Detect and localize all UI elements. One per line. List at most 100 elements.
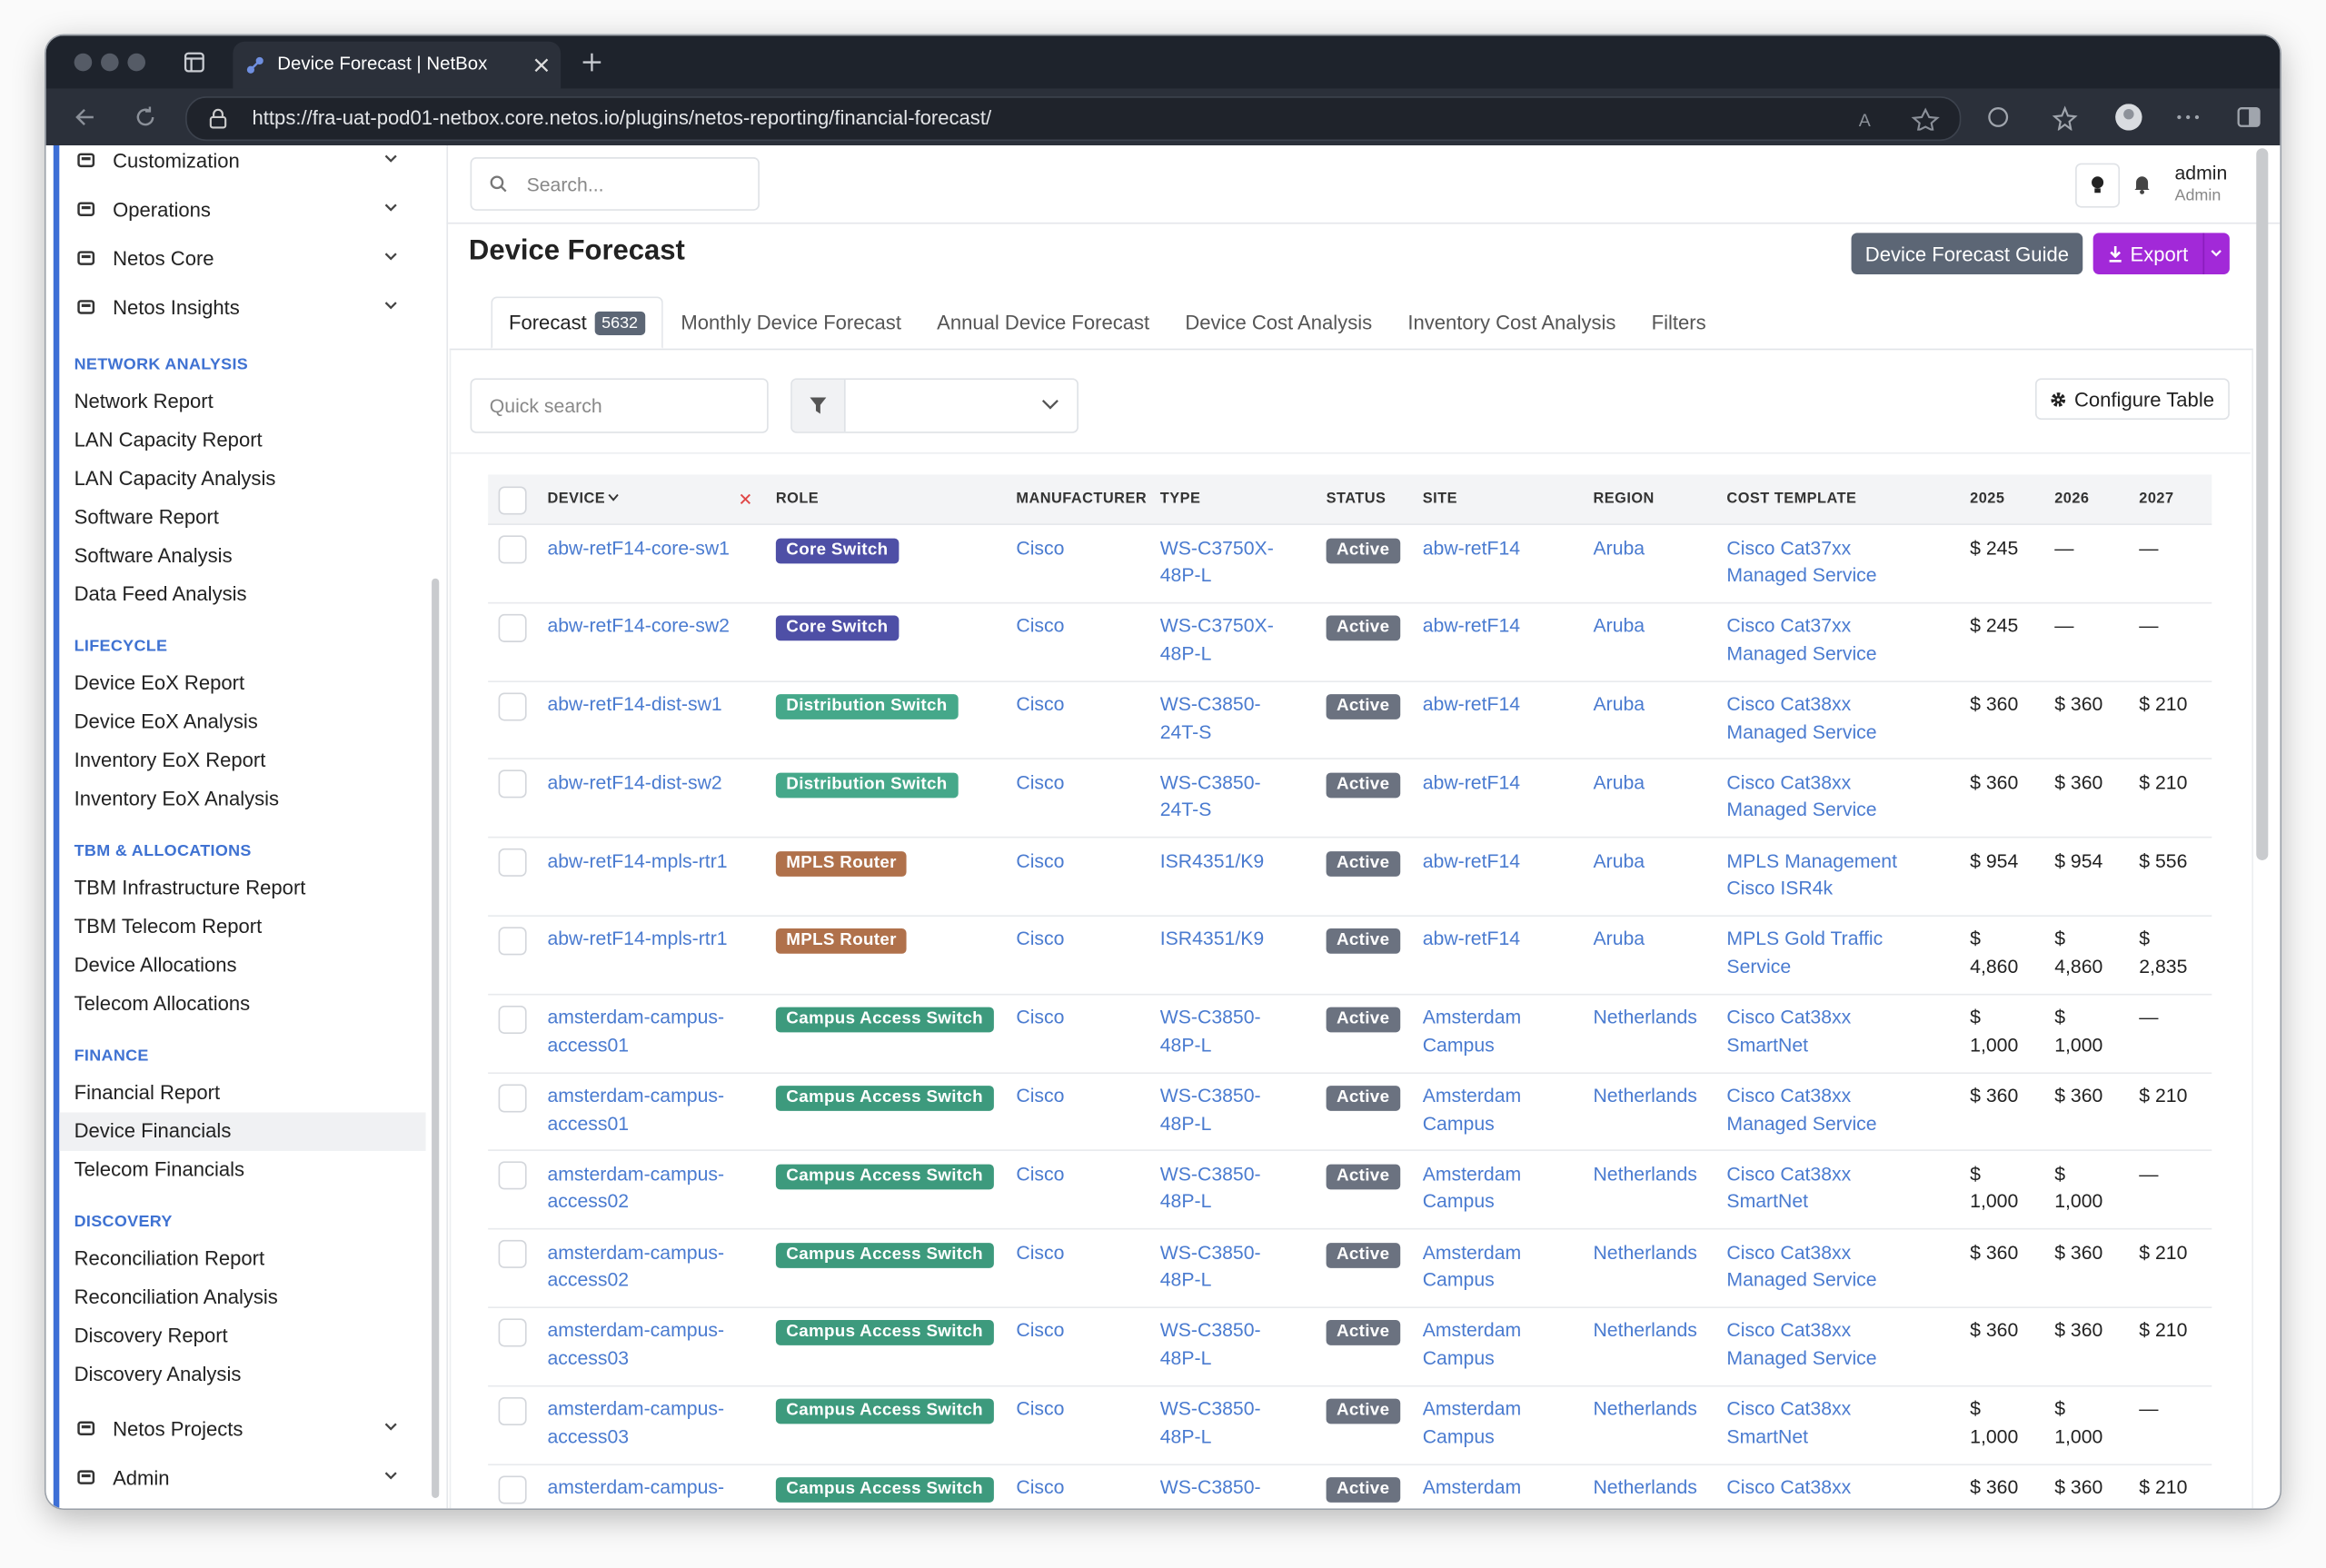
cell-link[interactable]: abw-retF14-dist-sw2 [547,770,722,794]
global-search[interactable]: Search... [470,157,760,211]
sidebar-link[interactable]: Financial Report [74,1080,221,1103]
tab-actions-icon[interactable] [184,52,204,73]
row-checkbox[interactable] [498,1240,527,1269]
column-header[interactable]: 2027 [2139,474,2173,523]
cell-link[interactable]: Cisco [1016,928,1065,950]
cell-link[interactable]: WS-C3850-48P-L [1159,1006,1261,1057]
cell-link[interactable]: Cisco [1016,849,1065,872]
cell-link[interactable]: Amsterdam Campus [1422,1240,1522,1291]
cell-link[interactable]: Amsterdam [1422,1475,1522,1499]
tab[interactable]: Forecast 5632 [491,296,663,349]
cell-link[interactable]: Aruba [1593,770,1645,794]
tab[interactable]: Inventory Cost Analysis [1390,297,1634,349]
sidebar-link[interactable]: Data Feed Analysis [74,581,247,605]
cell-link[interactable]: Cisco [1016,1240,1065,1264]
sidebar-link[interactable]: Device EoX Analysis [74,710,258,732]
sidebar-link[interactable]: TBM Infrastructure Report [74,876,306,898]
cell-link[interactable]: Cisco [1016,1084,1065,1107]
cell-link[interactable]: MPLS Gold Traffic Service [1726,928,1884,978]
filter-select[interactable] [790,378,1079,433]
row-checkbox[interactable] [498,849,527,878]
configure-table[interactable]: Configure Table [2035,378,2230,421]
cell-link[interactable]: abw-retF14-mpls-rtr1 [547,849,728,872]
row-checkbox[interactable] [498,1083,527,1112]
sidebar-link[interactable]: Device EoX Report [74,670,245,694]
column-header[interactable]: DEVICE [547,474,619,523]
cell-link[interactable]: Cisco Cat37xx Managed Service [1726,536,1877,586]
cell-link[interactable]: Cisco Cat37xx Managed Service [1726,614,1877,665]
sidebar-group[interactable]: Netos Core [59,233,432,283]
cell-link[interactable]: Cisco Cat38xx Managed Service [1726,770,1877,821]
export-button[interactable]: Export [2092,233,2230,275]
new-tab[interactable] [582,52,602,73]
sidebar-link[interactable]: Telecom Allocations [74,991,251,1014]
column-header[interactable]: STATUS [1327,474,1387,523]
sidebar-link[interactable]: Telecom Financials [74,1157,245,1180]
cell-link[interactable]: Netherlands [1593,1319,1697,1342]
cell-link[interactable]: Cisco [1016,692,1065,716]
cell-link[interactable]: Cisco Cat38xx SmartNet [1726,1006,1852,1057]
row-checkbox[interactable] [498,613,527,642]
row-checkbox[interactable] [498,1318,527,1347]
cell-link[interactable]: Cisco [1016,1162,1065,1186]
cell-link[interactable]: WS-C3850-48P-L [1159,1240,1261,1291]
sidebar-link[interactable]: Device Allocations [74,952,237,976]
cell-link[interactable]: amsterdam-campus-access03 [547,1319,725,1369]
browser-toolbar-icons[interactable] [1986,104,2268,131]
sidebar-link[interactable]: Device Financials [59,1111,426,1151]
cell-link[interactable]: Amsterdam Campus [1422,1084,1522,1135]
cell-link[interactable]: Cisco [1016,536,1065,559]
cell-link[interactable]: Cisco Cat38xx Managed Service [1726,692,1877,743]
cell-link[interactable]: amsterdam-campus-access01 [547,1006,725,1057]
row-checkbox[interactable] [498,769,527,799]
cell-link[interactable]: Amsterdam Campus [1422,1319,1522,1369]
reload-button[interactable] [134,105,157,129]
notifications[interactable] [2133,174,2152,194]
cell-link[interactable]: abw-retF14 [1422,849,1521,872]
cell-link[interactable]: WS-C3750X-48P-L [1159,614,1274,665]
cell-link[interactable]: Cisco Cat38xx [1726,1475,1852,1499]
sidebar-link[interactable]: Reconciliation Report [74,1246,265,1269]
cell-link[interactable]: WS-C3850-24T-S [1159,692,1261,743]
cell-link[interactable]: Amsterdam Campus [1422,1162,1522,1213]
tab-close[interactable] [534,58,549,73]
export-caret[interactable] [2202,233,2229,275]
sidebar-link[interactable]: Network Report [74,389,214,412]
window-controls[interactable] [66,51,155,74]
cell-link[interactable]: WS-C3850-24T-S [1159,770,1261,821]
cell-link[interactable]: abw-retF14 [1422,692,1521,716]
cell-link[interactable]: ISR4351/K9 [1159,928,1265,950]
cell-link[interactable]: Aruba [1593,692,1645,716]
theme-toggle[interactable] [2075,163,2121,208]
row-checkbox[interactable] [498,1396,527,1425]
cell-link[interactable]: abw-retF14 [1422,928,1521,950]
column-header[interactable]: 2025 [1970,474,2004,523]
sidebar-group[interactable]: Netos Insights [59,283,432,332]
cell-link[interactable]: Amsterdam Campus [1422,1397,1522,1448]
column-header[interactable]: SITE [1423,474,1457,523]
cell-link[interactable]: MPLS Management Cisco ISR4k [1726,849,1898,899]
cell-link[interactable]: abw-retF14 [1422,536,1521,559]
quick-search[interactable]: Quick search [470,378,769,433]
active-tab[interactable]: Device Forecast | NetBox [233,41,562,89]
column-header[interactable]: COST TEMPLATE [1726,474,1856,523]
cell-link[interactable]: Netherlands [1593,1162,1697,1186]
cell-link[interactable]: Cisco Cat38xx SmartNet [1726,1397,1852,1448]
cell-link[interactable]: amsterdam-campus-access03 [547,1397,725,1448]
sidebar-link[interactable]: Discovery Analysis [74,1362,242,1385]
row-checkbox[interactable] [498,691,527,720]
cell-link[interactable]: Aruba [1593,614,1645,637]
column-header[interactable]: ROLE [776,474,819,523]
cell-link[interactable]: amsterdam-campus-access01 [547,1084,725,1135]
sidebar-link[interactable]: Discovery Report [74,1324,228,1346]
sidebar-group[interactable]: Netos Projects [59,1404,432,1454]
cell-link[interactable]: WS-C3850-48P-L [1159,1319,1261,1369]
sidebar-group[interactable]: Operations [59,184,432,233]
cell-link[interactable]: amsterdam-campus-access02 [547,1240,725,1291]
sidebar-link[interactable]: LAN Capacity Report [74,428,263,451]
row-checkbox[interactable] [498,1005,527,1034]
cell-link[interactable]: WS-C3850-48P-L [1159,1084,1261,1135]
select-all[interactable] [498,486,527,515]
column-header[interactable]: MANUFACTURER [1016,474,1147,523]
cell-link[interactable]: Amsterdam Campus [1422,1006,1522,1057]
